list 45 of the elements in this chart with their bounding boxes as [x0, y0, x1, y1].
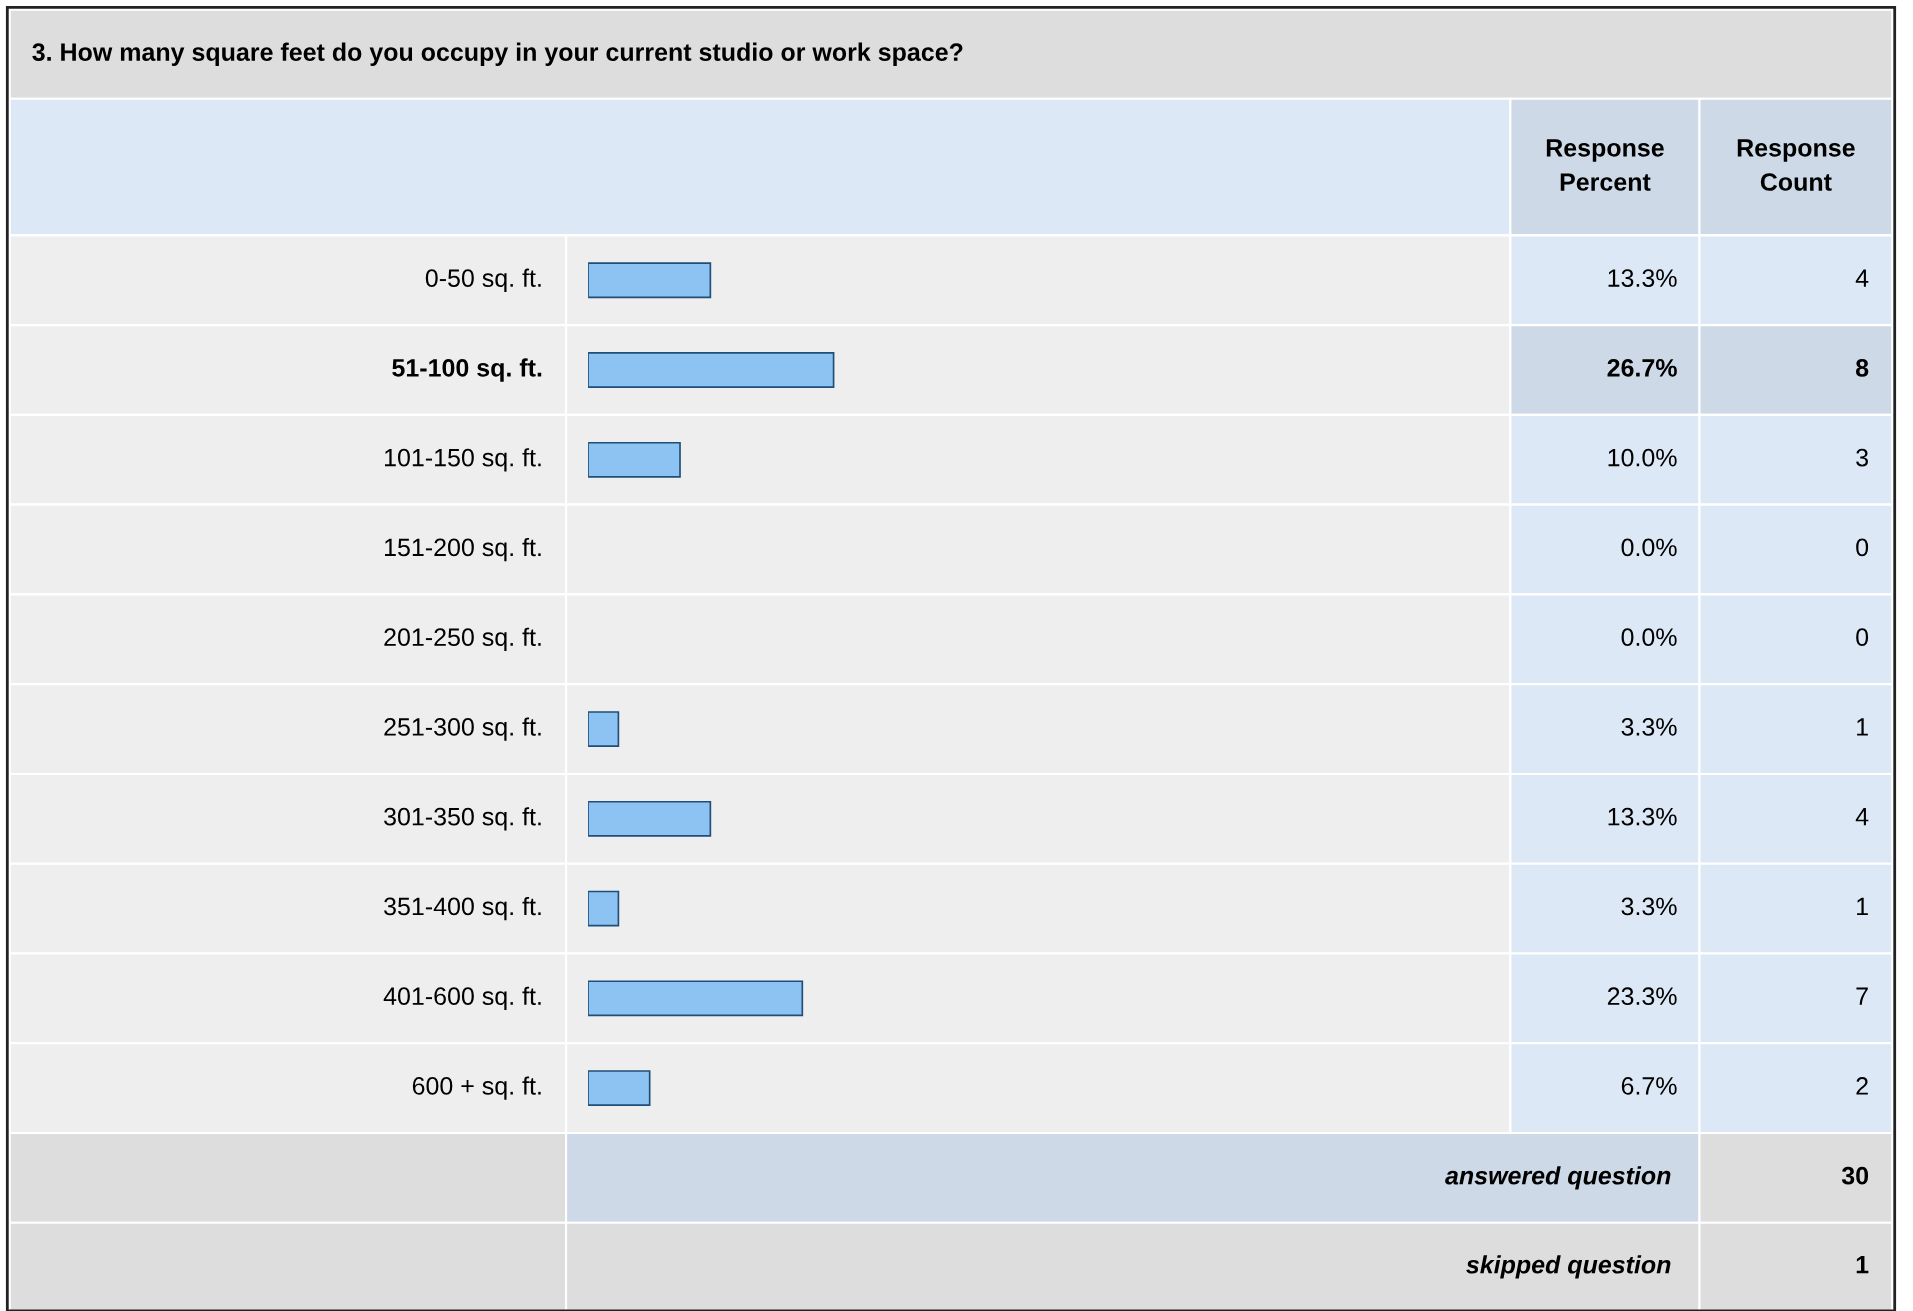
text: Response Percent — [1546, 139, 1664, 191]
text: skipped question — [1466, 1255, 1671, 1279]
y-tick-label: 251-300 sq. ft. — [384, 717, 541, 741]
data-label: 23.3% — [1607, 987, 1677, 1006]
y-tick-label: 600 + sq. ft. — [412, 1076, 541, 1100]
text: 8 — [1855, 359, 1869, 377]
data-label: 0.0% — [1621, 538, 1677, 557]
bar — [588, 980, 804, 1017]
data-label: 13.3% — [1608, 807, 1677, 826]
bar — [588, 800, 712, 837]
bar — [588, 711, 620, 747]
y-tick-label: 401-600 sq. ft. — [383, 986, 541, 1010]
bar — [588, 890, 620, 927]
text: 1 — [1857, 897, 1868, 916]
data-label: 6.7% — [1621, 1077, 1677, 1095]
bar — [588, 441, 681, 478]
y-tick-label: 201-250 sq. ft. — [384, 627, 541, 651]
data-label: 26.7% — [1607, 359, 1677, 377]
text: 0 — [1856, 538, 1869, 557]
data-label: 3.3% — [1621, 897, 1677, 916]
y-tick-label: 0-50 sq. ft. — [425, 268, 541, 292]
text: 7 — [1856, 987, 1868, 1005]
y-tick-label: 51-100 sq. ft. — [392, 358, 542, 382]
text: 4 — [1855, 808, 1869, 826]
text: 2 — [1856, 1077, 1868, 1095]
bar — [588, 262, 712, 299]
data-label: 3.3% — [1621, 718, 1677, 736]
y-tick-label: 301-350 sq. ft. — [384, 807, 541, 831]
data-label: 10.0% — [1608, 448, 1677, 467]
text: answered question — [1445, 1166, 1671, 1190]
text: 0 — [1856, 628, 1869, 646]
data-label: 0.0% — [1621, 628, 1677, 646]
text: 1 — [1856, 1256, 1869, 1274]
y-tick-label: 351-400 sq. ft. — [384, 896, 541, 921]
text: 4 — [1855, 269, 1869, 287]
bar — [588, 352, 835, 388]
bar — [588, 1070, 651, 1106]
y-tick-label: 151-200 sq. ft. — [385, 537, 541, 562]
y-tick-label: 101-150 sq. ft. — [385, 448, 541, 472]
text: Response Count — [1737, 139, 1855, 191]
text: 1 — [1857, 718, 1868, 736]
text: 30 — [1841, 1166, 1869, 1185]
data-label: 13.3% — [1608, 269, 1677, 287]
text: 3 — [1856, 448, 1868, 467]
chart-title: 3. How many square feet do you occupy in your current studio or work space? — [32, 42, 963, 66]
